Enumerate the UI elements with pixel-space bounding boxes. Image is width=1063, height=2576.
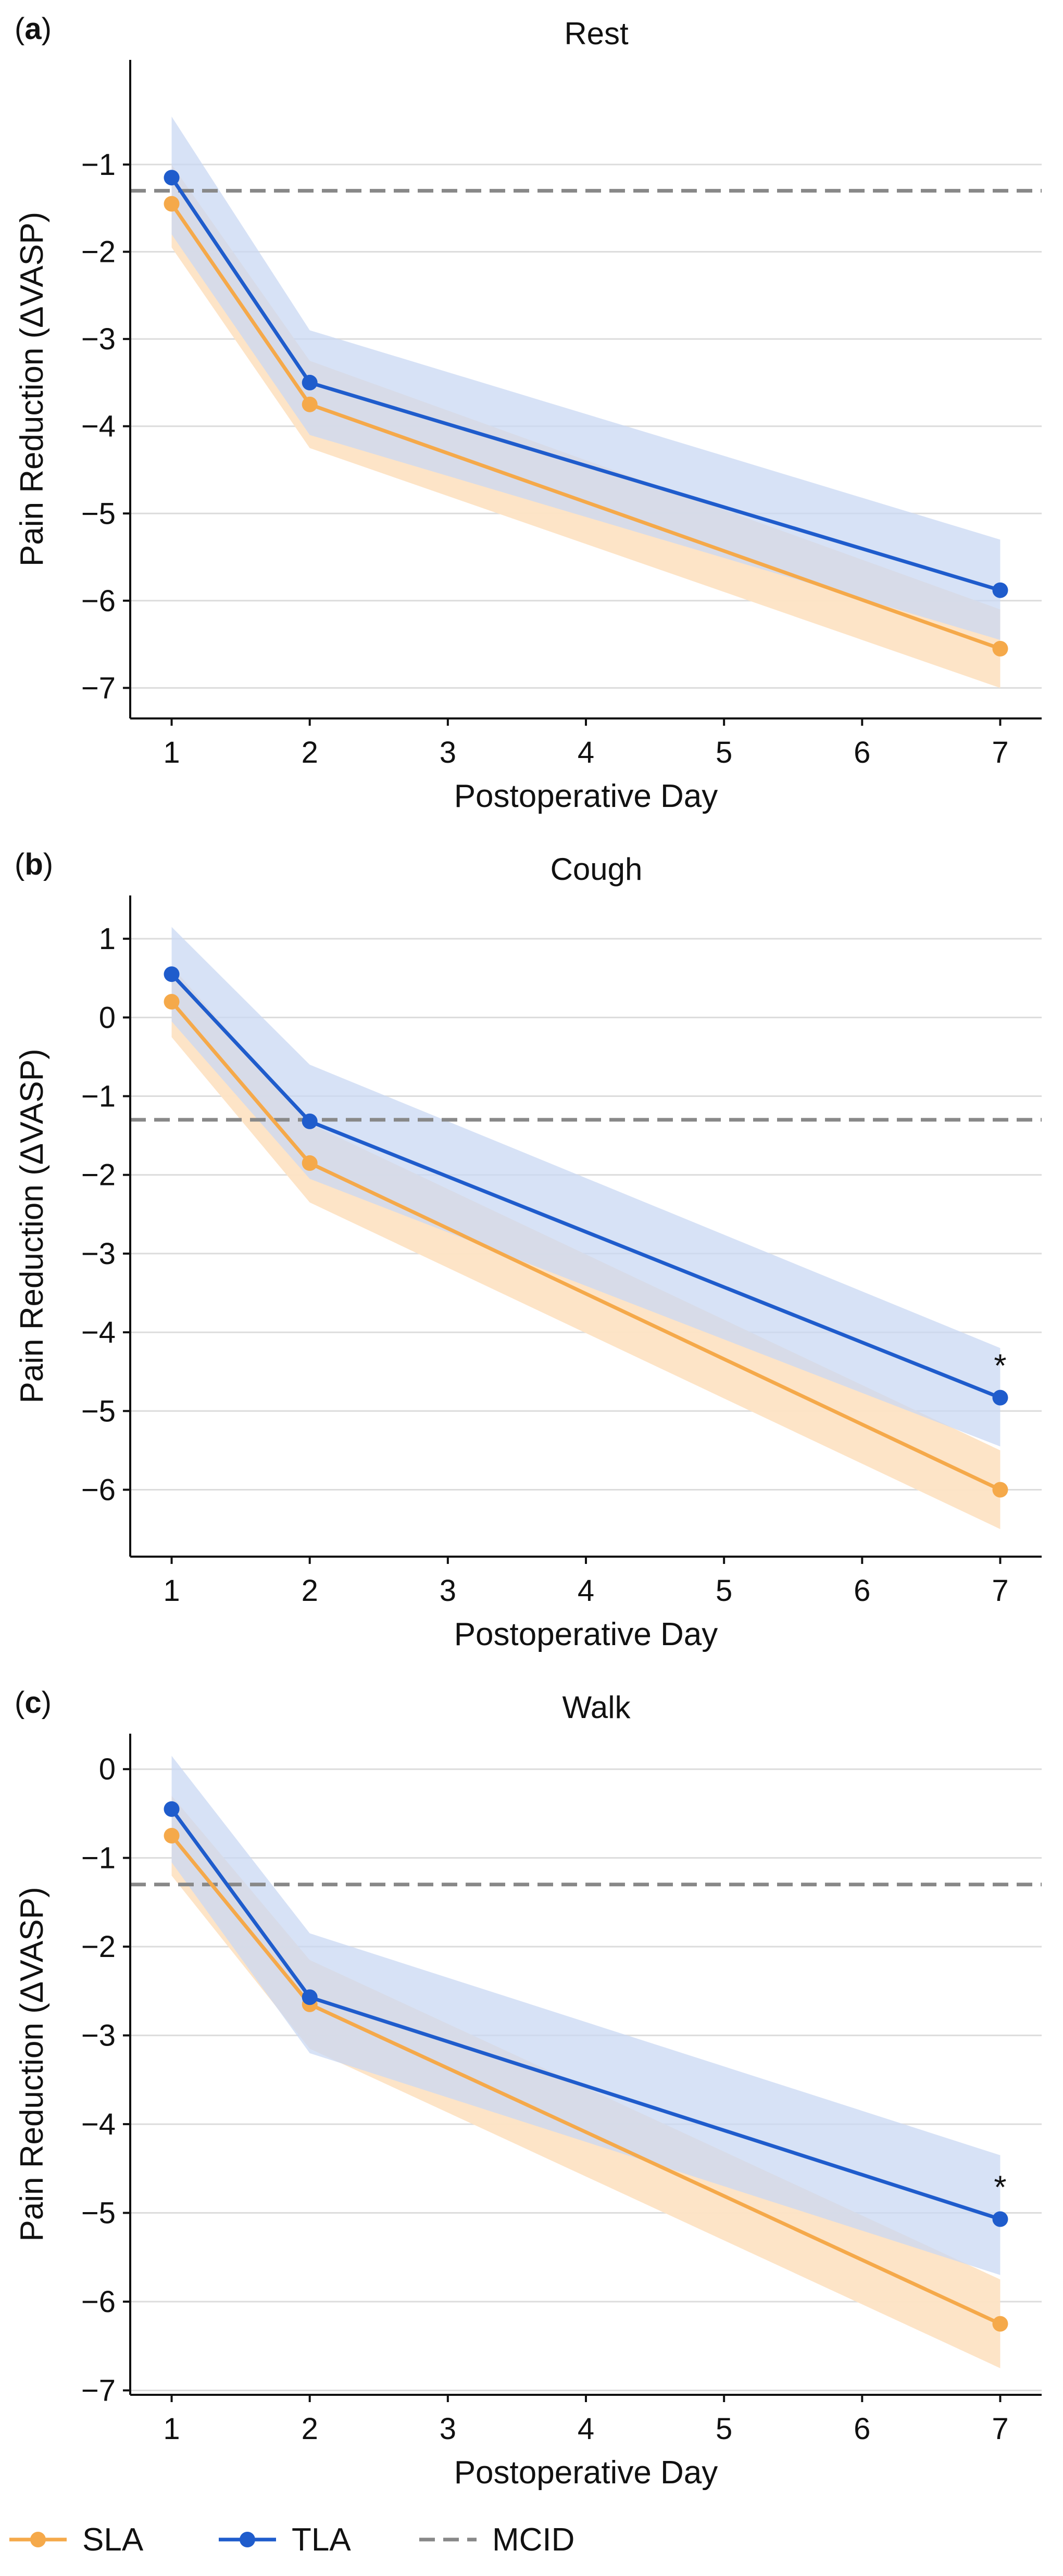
panel-rest: −1 −2 −3 −4 −5 −6 −7 1 2 3 4 5 6 7 Postoperative Day Pa…	[14, 12, 1042, 814]
y-tick-label: −4	[81, 1316, 116, 1349]
y-tick-label: −1	[81, 1841, 116, 1875]
x-tick-label: 5	[716, 2412, 732, 2446]
data-point-tla	[992, 1390, 1008, 1406]
data-point-tla	[164, 170, 180, 186]
x-tick-label: 3	[440, 736, 456, 769]
data-point-tla	[302, 1113, 318, 1129]
data-point-sla	[164, 196, 180, 212]
x-tick-label: 5	[716, 1574, 732, 1608]
ci-band-tla	[171, 927, 1001, 1447]
legend: SLA TLA MCID	[9, 2522, 574, 2558]
y-tick-label: 0	[99, 1752, 116, 1786]
x-axis-label: Postoperative Day	[454, 2455, 718, 2491]
panel-title: Rest	[564, 16, 629, 51]
legend-item-sla: SLA	[9, 2522, 144, 2558]
data-point-tla	[302, 374, 318, 390]
y-tick-label: −5	[81, 2196, 116, 2230]
x-tick-label: 1	[163, 2412, 180, 2446]
x-tick-label: 4	[578, 2412, 594, 2446]
significance-marker: *	[994, 2169, 1006, 2205]
ci-band-tla	[171, 116, 1001, 640]
data-point-tla	[992, 2211, 1008, 2227]
y-tick-label: −3	[81, 2019, 116, 2053]
x-axis-label: Postoperative Day	[454, 778, 718, 814]
panel-title: Walk	[562, 1690, 631, 1725]
y-tick-label: −2	[81, 235, 116, 269]
significance-marker: *	[994, 1348, 1006, 1384]
x-tick-label: 6	[854, 2412, 870, 2446]
x-tick-label: 2	[302, 1574, 318, 1608]
data-point-sla	[164, 1828, 180, 1844]
x-tick-label: 1	[163, 736, 180, 769]
y-axis-label: Pain Reduction (ΔVASP)	[14, 1887, 50, 2241]
data-point-tla	[164, 966, 180, 982]
panel-label: (b)	[15, 848, 53, 881]
x-tick-label: 7	[992, 1574, 1008, 1608]
y-tick-label: −3	[81, 1237, 116, 1271]
legend-swatch-marker	[240, 2532, 255, 2547]
data-point-tla	[164, 1801, 180, 1817]
x-tick-label: 4	[578, 736, 594, 769]
y-tick-label: −2	[81, 1930, 116, 1964]
panel-cough: 1 0 −1 −2 −3 −4 −5 −6 1 2 3 4 5 6 7 Postoperative Day Pa…	[14, 848, 1042, 1652]
data-point-sla	[992, 2316, 1008, 2332]
data-point-sla	[992, 1482, 1008, 1498]
y-tick-label: −6	[81, 584, 116, 618]
legend-label: SLA	[82, 2522, 144, 2558]
panel-label: (c)	[15, 1686, 52, 1720]
x-tick-label: 5	[716, 736, 732, 769]
x-tick-label: 4	[578, 1574, 594, 1608]
legend-swatch-marker	[30, 2532, 46, 2547]
legend-item-tla: TLA	[219, 2522, 351, 2558]
legend-label: TLA	[292, 2522, 351, 2558]
y-tick-label: −5	[81, 1394, 116, 1428]
legend-item-mcid: MCID	[419, 2522, 574, 2558]
y-tick-label: −1	[81, 1080, 116, 1114]
panels: −1 −2 −3 −4 −5 −6 −7 1 2 3 4 5 6 7 Postoperative Day Pa…	[14, 12, 1042, 2491]
y-tick-label: 0	[99, 1001, 116, 1034]
y-tick-label: −1	[81, 148, 116, 182]
data-point-sla	[164, 994, 180, 1010]
x-tick-label: 6	[854, 736, 870, 769]
y-tick-label: −4	[81, 2107, 116, 2141]
x-axis-label: Postoperative Day	[454, 1617, 718, 1652]
data-point-sla	[302, 1155, 318, 1171]
y-tick-label: −2	[81, 1158, 116, 1192]
y-tick-label: −4	[81, 410, 116, 444]
x-tick-label: 3	[440, 2412, 456, 2446]
y-tick-label: −3	[81, 322, 116, 356]
data-point-tla	[992, 582, 1008, 598]
y-tick-label: 1	[99, 922, 116, 956]
y-tick-label: −7	[81, 671, 116, 705]
x-tick-label: 2	[302, 736, 318, 769]
y-tick-label: −5	[81, 497, 116, 531]
panel-title: Cough	[551, 852, 643, 887]
ci-band-sla	[171, 1796, 1001, 2368]
x-tick-label: 3	[440, 1574, 456, 1608]
y-tick-label: −7	[81, 2373, 116, 2407]
legend-label: MCID	[492, 2522, 574, 2558]
y-axis-label: Pain Reduction (ΔVASP)	[14, 212, 50, 566]
data-point-sla	[992, 640, 1008, 656]
y-tick-label: −6	[81, 2285, 116, 2319]
y-axis-label: Pain Reduction (ΔVASP)	[14, 1049, 50, 1403]
x-tick-label: 1	[163, 1574, 180, 1608]
x-tick-label: 7	[992, 2412, 1008, 2446]
y-tick-label: −6	[81, 1473, 116, 1507]
data-point-tla	[302, 1989, 318, 2005]
x-tick-label: 6	[854, 1574, 870, 1608]
ci-band-sla	[171, 966, 1001, 1530]
x-tick-label: 2	[302, 2412, 318, 2446]
ci-band-tla	[171, 1756, 1001, 2275]
data-point-sla	[302, 396, 318, 412]
panel-label: (a)	[15, 12, 52, 46]
x-tick-label: 7	[992, 736, 1008, 769]
panel-walk: 0 −1 −2 −3 −4 −5 −6 −7 1 2 3 4 5 6 7 Postoperative Day P…	[14, 1686, 1042, 2491]
